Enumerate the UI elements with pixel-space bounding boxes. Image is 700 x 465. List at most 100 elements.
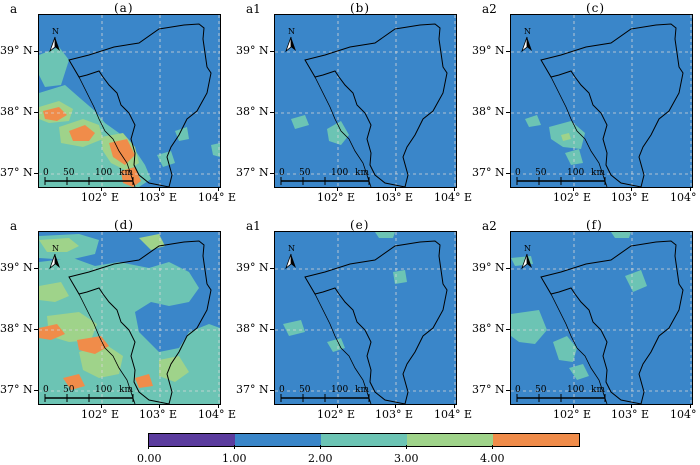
y-tick-label: 37° N — [236, 166, 269, 179]
value-region — [393, 270, 407, 284]
map-canvas: N 0 50 100 km — [511, 232, 692, 404]
y-tick-label: 38° N — [236, 322, 269, 335]
x-tick-label: 102° E — [81, 191, 120, 204]
map-panel-b: a1 (b) N 0 50 100 km 39° N 38° N 37° N 102° E 103° … — [236, 1, 472, 204]
y-tick-label: 39° N — [236, 261, 269, 274]
map-canvas: N 0 50 100 km — [39, 232, 220, 404]
value-region — [291, 115, 309, 129]
scale-bar-label: km — [591, 168, 605, 178]
map-frame: N 0 50 100 km — [38, 231, 221, 405]
north-arrow-letter: N — [52, 27, 59, 36]
panel-label: a1 — [246, 219, 261, 233]
map-canvas: N 0 50 100 km — [511, 15, 692, 187]
value-region — [525, 115, 541, 127]
y-tick-label: 38° N — [0, 322, 33, 335]
province-boundary — [540, 240, 684, 404]
x-tick-label: 103° E — [375, 408, 414, 421]
scale-bar-label: km — [119, 385, 133, 395]
scale-bar-label: 100 — [331, 385, 348, 395]
scale-bar-label: km — [355, 168, 369, 178]
map-frame: N 0 50 100 km — [274, 231, 457, 405]
value-region — [327, 338, 345, 352]
value-region — [211, 143, 220, 157]
x-tick-label: 104° E — [434, 191, 473, 204]
scale-bar-label: 100 — [95, 385, 112, 395]
north-arrow-icon: N — [521, 244, 532, 270]
colorbar-segment-0 — [149, 434, 235, 446]
north-arrow-icon: N — [285, 27, 296, 53]
y-tick-label: 37° N — [472, 166, 505, 179]
map-frame: N 0 50 100 km — [274, 14, 457, 188]
north-arrow-letter: N — [288, 27, 295, 36]
x-tick-label: 103° E — [139, 408, 178, 421]
y-tick-label: 39° N — [0, 261, 33, 274]
scale-bar-label: 0 — [279, 168, 285, 178]
value-region — [511, 310, 547, 344]
colorbar-tick-label: 4.00 — [480, 452, 505, 465]
y-tick-label: 39° N — [0, 44, 33, 57]
panel-label: a — [10, 2, 18, 16]
scale-bar-label: km — [119, 168, 133, 178]
map-canvas: N 0 50 100 km — [275, 15, 456, 187]
x-tick-label: 102° E — [81, 408, 120, 421]
panel-label: a — [10, 219, 18, 233]
colorbar-segment-1 — [235, 434, 321, 446]
x-tick-label: 104° E — [198, 408, 237, 421]
north-arrow-icon: N — [49, 27, 60, 53]
scale-bar-label: 0 — [515, 168, 521, 178]
colorbar-segment-2 — [321, 434, 407, 446]
scale-bar-label: 50 — [299, 168, 311, 178]
x-tick-label: 102° E — [317, 408, 356, 421]
y-tick-label: 37° N — [0, 383, 33, 396]
scale-bar-label: km — [355, 385, 369, 395]
scale-bar-label: 50 — [535, 385, 547, 395]
colorbar-tick-label: 0.00 — [137, 452, 162, 465]
value-region — [63, 374, 85, 390]
map-panel-c: a2 (c) N 0 50 100 km 39° N 38° N 37° N 102° E 103° … — [472, 1, 700, 204]
scale-bar: 0 50 100 km — [43, 168, 134, 185]
scale-bar: 0 50 100 km — [515, 168, 606, 185]
panel-title: (e) — [350, 218, 370, 232]
value-region — [565, 149, 583, 165]
scale-bar: 0 50 100 km — [279, 385, 370, 402]
x-tick-label: 103° E — [375, 191, 414, 204]
province-boundary — [68, 23, 212, 187]
x-tick-label: 102° E — [317, 191, 356, 204]
panel-title: (f) — [586, 218, 603, 232]
value-region — [175, 127, 189, 141]
value-region — [553, 336, 577, 362]
value-region — [375, 232, 395, 238]
value-region — [39, 324, 65, 340]
value-region — [109, 139, 135, 165]
inner-boundary — [550, 76, 608, 187]
value-region — [39, 282, 69, 302]
colorbar-segment-4 — [493, 434, 579, 446]
province-boundary — [304, 240, 448, 404]
panel-title: (d) — [114, 218, 135, 232]
scale-bar-label: 100 — [331, 168, 348, 178]
x-tick-label: 103° E — [611, 191, 650, 204]
province-boundary — [540, 23, 684, 187]
x-tick-label: 102° E — [553, 191, 592, 204]
north-arrow-icon: N — [49, 244, 60, 270]
colorbar-tick-label: 3.00 — [394, 452, 419, 465]
inner-boundary — [314, 76, 372, 187]
scale-bar-label: 100 — [95, 168, 112, 178]
value-region — [561, 133, 571, 141]
value-region — [283, 320, 305, 336]
scale-bar-label: 100 — [567, 385, 584, 395]
map-frame: N 0 50 100 km — [510, 14, 693, 188]
map-panel-d: a (d) N 0 50 100 km 39° N 38° N 37° N 102° E 103° E… — [0, 218, 236, 421]
scale-bar-label: km — [591, 385, 605, 395]
scale-bar-label: 0 — [515, 385, 521, 395]
scale-bar-label: 50 — [63, 385, 75, 395]
inner-boundary — [314, 293, 372, 404]
value-region — [157, 151, 175, 167]
y-tick-label: 37° N — [472, 383, 505, 396]
value-region — [327, 121, 349, 145]
x-tick-label: 104° E — [670, 191, 700, 204]
colorbar — [148, 433, 580, 447]
y-tick-label: 38° N — [0, 105, 33, 118]
x-tick-label: 104° E — [434, 408, 473, 421]
